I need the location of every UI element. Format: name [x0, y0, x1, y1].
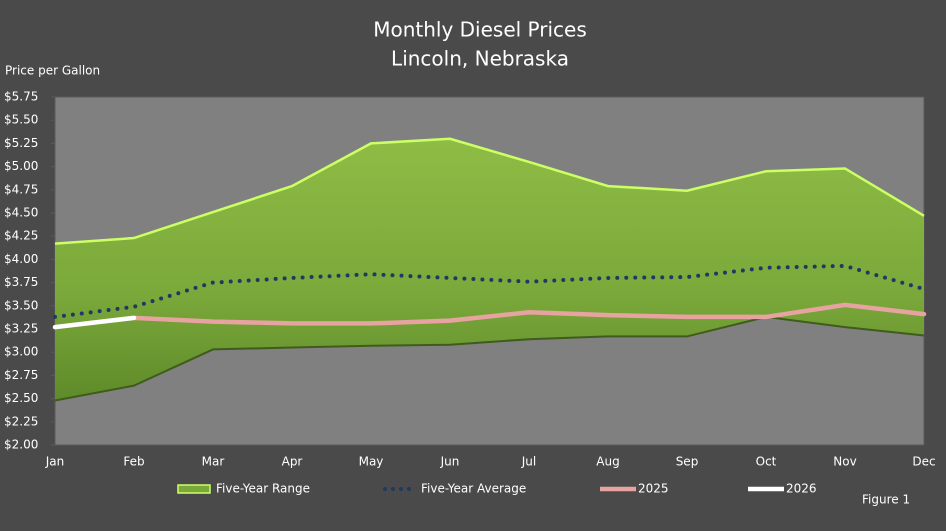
chart-title: Monthly Diesel Prices [373, 18, 587, 42]
average-line [53, 263, 926, 319]
x-tick-label: Sep [676, 455, 699, 469]
legend-label: 2026 [786, 482, 817, 496]
legend-label: Five-Year Range [216, 482, 310, 496]
y-tick-label: $3.25 [4, 322, 38, 336]
range-high-edge [54, 137, 925, 245]
y-tick-label: $5.25 [4, 136, 38, 150]
x-tick-label: Apr [282, 455, 303, 469]
year-line [52, 315, 137, 330]
y-tick-label: $4.75 [4, 182, 38, 196]
y-tick-label: $4.50 [4, 206, 38, 220]
y-tick-label: $4.00 [4, 252, 38, 266]
x-tick-label: Aug [596, 455, 619, 469]
range-area [55, 138, 924, 401]
x-tick-label: Nov [833, 455, 856, 469]
x-tick-label: Jul [521, 455, 536, 469]
x-tick-label: Oct [756, 455, 777, 469]
y-tick-label: $2.75 [4, 368, 38, 382]
x-tick-label: Dec [912, 455, 935, 469]
y-tick-label: $3.50 [4, 298, 38, 312]
y-tick-label: $2.25 [4, 414, 38, 428]
y-tick-label: $4.25 [4, 229, 38, 243]
legend-label: 2025 [638, 482, 669, 496]
x-tick-label: Jun [440, 455, 460, 469]
figure-label: Figure 1 [862, 493, 910, 507]
y-tick-label: $2.50 [4, 391, 38, 405]
y-tick-label: $2.00 [4, 438, 38, 452]
y-tick-label: $5.75 [4, 90, 38, 104]
y-tick-label: $3.00 [4, 345, 38, 359]
range-low-edge [54, 315, 925, 402]
legend-swatch [177, 484, 211, 494]
x-tick-label: Jan [45, 455, 65, 469]
x-tick-label: May [359, 455, 384, 469]
x-tick-label: Feb [123, 455, 144, 469]
y-tick-label: $5.00 [4, 159, 38, 173]
year-line [131, 302, 927, 326]
x-tick-label: Mar [202, 455, 225, 469]
chart-subtitle: Lincoln, Nebraska [391, 47, 569, 71]
y-axis-label: Price per Gallon [5, 64, 100, 78]
y-tick-label: $3.75 [4, 275, 38, 289]
legend-label: Five-Year Average [421, 482, 526, 496]
y-tick-label: $5.50 [4, 113, 38, 127]
